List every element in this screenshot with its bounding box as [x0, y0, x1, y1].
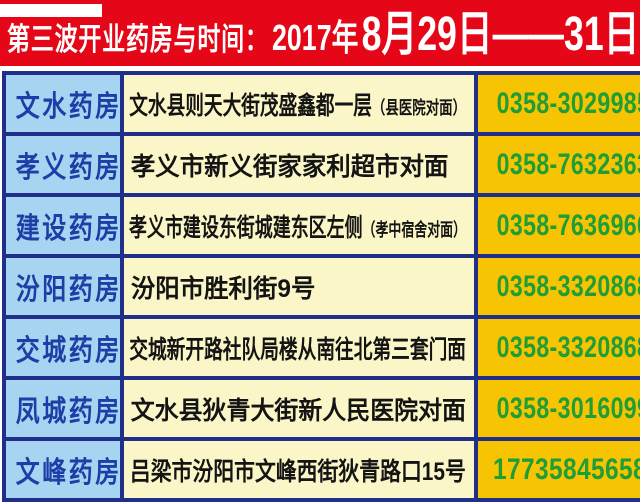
pharmacy-phone-cell: 17735845658	[474, 437, 640, 502]
pharmacy-name-cell: 文水药房	[2, 71, 124, 136]
pharmacy-address-cell: 文水县则天大街茂盛鑫都一层（县医院对面）	[120, 71, 478, 136]
banner-title-year: 2017年	[272, 17, 359, 58]
pharmacy-address-note: （孝中宿舍对面）	[362, 219, 467, 240]
pharmacy-address: 孝义市建设东街城建东区左侧	[129, 213, 363, 242]
banner-title: 第三波开业药房与时间： 2017年 8月29日——31日	[7, 0, 639, 64]
pharmacy-address: 交城新开路社队局楼从南往北第三套门面	[129, 335, 467, 364]
pharmacy-name: 汾阳药房	[15, 273, 122, 306]
pharmacy-address-cell: 吕梁市汾阳市文峰西街狄青路口15号	[120, 437, 478, 502]
pharmacy-address-cell: 孝义市新义街家家利超市对面	[120, 132, 478, 197]
pharmacy-phone-cell: 0358-3029985	[474, 71, 640, 136]
title-banner: 第三波开业药房与时间： 2017年 8月29日——31日	[0, 0, 640, 66]
pharmacy-phone: 0358-3320868	[496, 330, 640, 364]
pharmacy-address: 汾阳市胜利街9号	[130, 274, 316, 303]
scan-artifact	[0, 4, 102, 17]
table-row: 凤城药房 文水县狄青大街新人民医院对面 0358-3016099	[2, 376, 640, 441]
table-row: 建设药房 孝义市建设东街城建东区左侧（孝中宿舍对面） 0358-7636966	[2, 193, 640, 258]
pharmacy-address-cell: 汾阳市胜利街9号	[120, 254, 478, 319]
pharmacy-name-cell: 文峰药房	[2, 437, 124, 502]
pharmacy-phone: 0358-3320868	[496, 269, 640, 303]
pharmacy-phone: 0358-3016099	[496, 391, 640, 425]
table-row: 文水药房 文水县则天大街茂盛鑫都一层（县医院对面） 0358-3029985	[2, 71, 640, 136]
pharmacy-name: 凤城药房	[15, 395, 122, 428]
pharmacy-address: 文水县则天大街茂盛鑫都一层	[129, 91, 372, 120]
pharmacy-name-cell: 凤城药房	[2, 376, 124, 441]
pharmacy-phone-cell: 0358-3320868	[474, 315, 640, 380]
pharmacy-phone: 17735845658	[493, 452, 640, 486]
table-row: 交城药房 交城新开路社队局楼从南往北第三套门面 0358-3320868	[2, 315, 640, 380]
pharmacy-name-cell: 建设药房	[2, 193, 124, 258]
pharmacy-phone-cell: 0358-7636966	[474, 193, 640, 258]
pharmacy-phone: 0358-7632363	[496, 147, 640, 181]
pharmacy-address-cell: 交城新开路社队局楼从南往北第三套门面	[120, 315, 478, 380]
pharmacy-name-cell: 交城药房	[2, 315, 124, 380]
pharmacy-name-cell: 孝义药房	[2, 132, 124, 197]
pharmacy-name: 文水药房	[15, 90, 122, 123]
pharmacy-address: 孝义市新义街家家利超市对面	[130, 152, 449, 181]
table-row: 文峰药房 吕梁市汾阳市文峰西街狄青路口15号 17735845658	[2, 437, 640, 502]
table-row: 孝义药房 孝义市新义街家家利超市对面 0358-7632363	[2, 132, 640, 197]
pharmacy-phone-cell: 0358-3320868	[474, 254, 640, 319]
pharmacy-name: 文峰药房	[15, 456, 122, 489]
pharmacy-name: 建设药房	[15, 212, 122, 245]
pharmacy-phone-cell: 0358-3016099	[474, 376, 640, 441]
banner-table-gap	[0, 66, 640, 71]
pharmacy-address-cell: 孝义市建设东街城建东区左侧（孝中宿舍对面）	[120, 193, 478, 258]
pharmacy-address-note: （县医院对面）	[371, 97, 467, 118]
banner-title-prefix: 第三波开业药房与时间：	[7, 22, 269, 57]
pharmacy-name-cell: 汾阳药房	[2, 254, 124, 319]
pharmacy-phone-cell: 0358-7632363	[474, 132, 640, 197]
pharmacy-address-cell: 文水县狄青大街新人民医院对面	[120, 376, 478, 441]
banner-title-dates: 8月29日——31日	[361, 8, 640, 61]
pharmacy-name: 孝义药房	[15, 151, 122, 184]
pharmacy-name: 交城药房	[15, 334, 122, 367]
pharmacy-table: 文水药房 文水县则天大街茂盛鑫都一层（县医院对面） 0358-3029985 孝…	[2, 71, 640, 502]
table-row: 汾阳药房 汾阳市胜利街9号 0358-3320868	[2, 254, 640, 319]
pharmacy-address: 吕梁市汾阳市文峰西街狄青路口15号	[129, 457, 466, 486]
pharmacy-phone: 0358-7636966	[496, 208, 640, 242]
pharmacy-phone: 0358-3029985	[496, 86, 640, 120]
pharmacy-address: 文水县狄青大街新人民医院对面	[130, 396, 467, 425]
